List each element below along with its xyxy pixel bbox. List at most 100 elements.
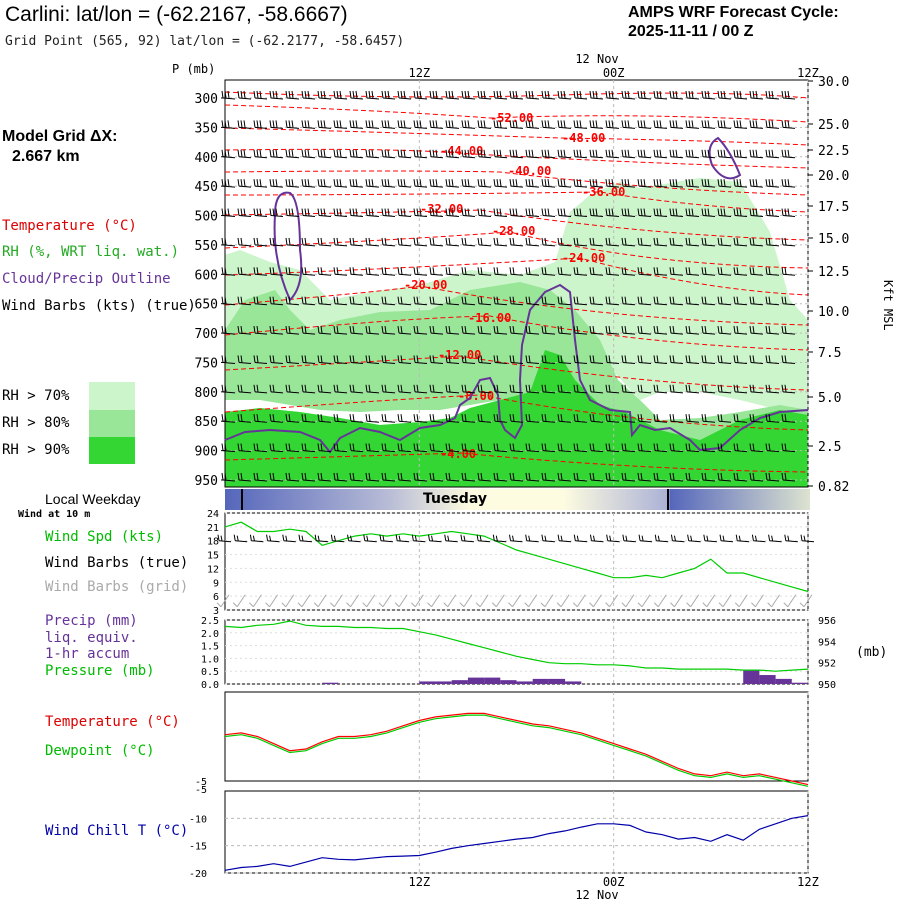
wind-barb-flag: [464, 179, 467, 187]
wind-barb-flag: [496, 149, 499, 157]
wind-barb-flag: [307, 120, 310, 128]
bottom-time-tick-label: 12Z: [797, 875, 819, 889]
wind-barb-flag: [275, 120, 278, 128]
wind-barb: [413, 237, 428, 247]
wind-barb-flag: [480, 237, 483, 245]
wind-barb-flag: [653, 355, 656, 363]
wind-barb-staff: [462, 332, 476, 335]
wind-barb-flag: [672, 355, 675, 363]
wind-barb-flag: [288, 296, 291, 304]
wind-barb-flag: [416, 267, 419, 275]
wind-barb-staff: [542, 450, 556, 453]
wind-barb: [637, 267, 652, 276]
wind-barb: [509, 90, 524, 100]
wind-barb-staff: [606, 156, 620, 159]
wind-barb-flag: [416, 120, 419, 128]
wind-barb-flag: [557, 384, 560, 392]
wind-barb-flag: [464, 296, 467, 304]
wind-barb-staff: [510, 97, 524, 100]
wind-barb-flag: [685, 149, 688, 157]
wind-barb-flag: [800, 534, 803, 541]
wind-barb-flag: [508, 602, 513, 608]
wind-barb-flag: [557, 149, 560, 157]
wind-barb-flag: [621, 602, 627, 608]
wind-barb-staff: [606, 185, 620, 188]
wind-barb-staff: [302, 244, 316, 247]
wind-barb-staff: [285, 594, 295, 608]
wind-barb-flag: [653, 179, 656, 187]
wind-barb: [637, 384, 652, 394]
wind-barb: [429, 237, 444, 247]
wind-barb-staff: [366, 594, 376, 608]
precip-tick-label: 2.5: [201, 616, 219, 627]
wind-barb-flag: [541, 179, 544, 187]
wind-barb-staff: [591, 540, 604, 543]
wind-barb: [685, 355, 700, 364]
wind-barb-flag: [445, 267, 448, 275]
wind-barb-flag: [640, 384, 643, 392]
wind-barb-staff: [430, 479, 444, 482]
wind-barb-flag: [336, 296, 339, 304]
height-tick-label: 10.0: [818, 305, 849, 320]
wind-barb: [285, 90, 300, 100]
wind-barb: [301, 414, 316, 423]
wind-barb-flag: [320, 443, 323, 451]
wind-barb: [541, 208, 556, 218]
wind-barb-flag: [657, 535, 660, 541]
wind-barb-flag: [572, 602, 578, 608]
wind-barb-flag: [643, 90, 646, 99]
wind-barb-flag: [272, 267, 275, 275]
upper-wind-barbs: [221, 90, 796, 482]
top-time-tick-label: 12Z: [797, 66, 819, 80]
wind-barb-staff: [638, 332, 652, 335]
wind-barb-flag: [560, 535, 563, 541]
wind-barb-staff: [254, 244, 268, 247]
wind-barb-flag: [752, 179, 755, 187]
wind-barb: [765, 267, 780, 276]
wind-barb-flag: [621, 90, 624, 99]
dew-series-label: Dewpoint (°C): [45, 743, 155, 759]
wind-barb-flag: [397, 149, 400, 157]
wind-barb-flag: [285, 120, 288, 128]
wind-barb-staff: [526, 420, 540, 423]
wind-barb-flag: [525, 534, 528, 541]
wind-barb-staff: [686, 126, 700, 129]
wind-barb-staff: [286, 361, 300, 364]
wind-barb-flag: [621, 326, 624, 334]
wind-barb: [445, 179, 460, 188]
wind-barb-flag: [350, 535, 353, 541]
wind-barb-flag: [320, 90, 323, 99]
wind-barb-flag: [512, 384, 515, 392]
wind-barb: [701, 208, 716, 218]
wind-barb: [413, 355, 428, 364]
wind-barb-staff: [526, 273, 540, 276]
wind-barb: [509, 267, 524, 276]
wind-barb-flag: [573, 296, 576, 304]
wind-barb-flag: [531, 149, 534, 157]
wind-barb-flag: [509, 534, 511, 541]
wind-barb: [333, 179, 348, 188]
wind-barb-flag: [384, 355, 387, 363]
wind-barb-flag: [336, 355, 339, 363]
wind-barb-staff: [638, 126, 652, 129]
wind-barb-staff: [510, 303, 524, 306]
wind-barb-flag: [333, 414, 336, 422]
wind-barb-staff: [494, 273, 508, 276]
wind-barb-staff: [478, 273, 492, 276]
wind-barb-flag: [672, 296, 675, 304]
surface-wind-barb: [735, 534, 750, 543]
precip-label-3: 1-hr accum: [45, 646, 130, 662]
grid-wind-barb: [265, 594, 278, 608]
precip-bar: [759, 675, 776, 684]
wind-barb: [621, 149, 636, 159]
wind-barb: [397, 90, 412, 100]
wind-barb: [701, 267, 716, 276]
wind-barb: [253, 179, 268, 188]
wind-barb-flag: [493, 355, 496, 363]
wind-barb: [733, 179, 748, 188]
wind-barb: [717, 443, 732, 453]
wind-barb-staff: [574, 361, 588, 364]
wind-barb-flag: [640, 472, 643, 481]
wind-barb-flag: [717, 120, 720, 128]
wind-barb-flag: [544, 90, 547, 99]
